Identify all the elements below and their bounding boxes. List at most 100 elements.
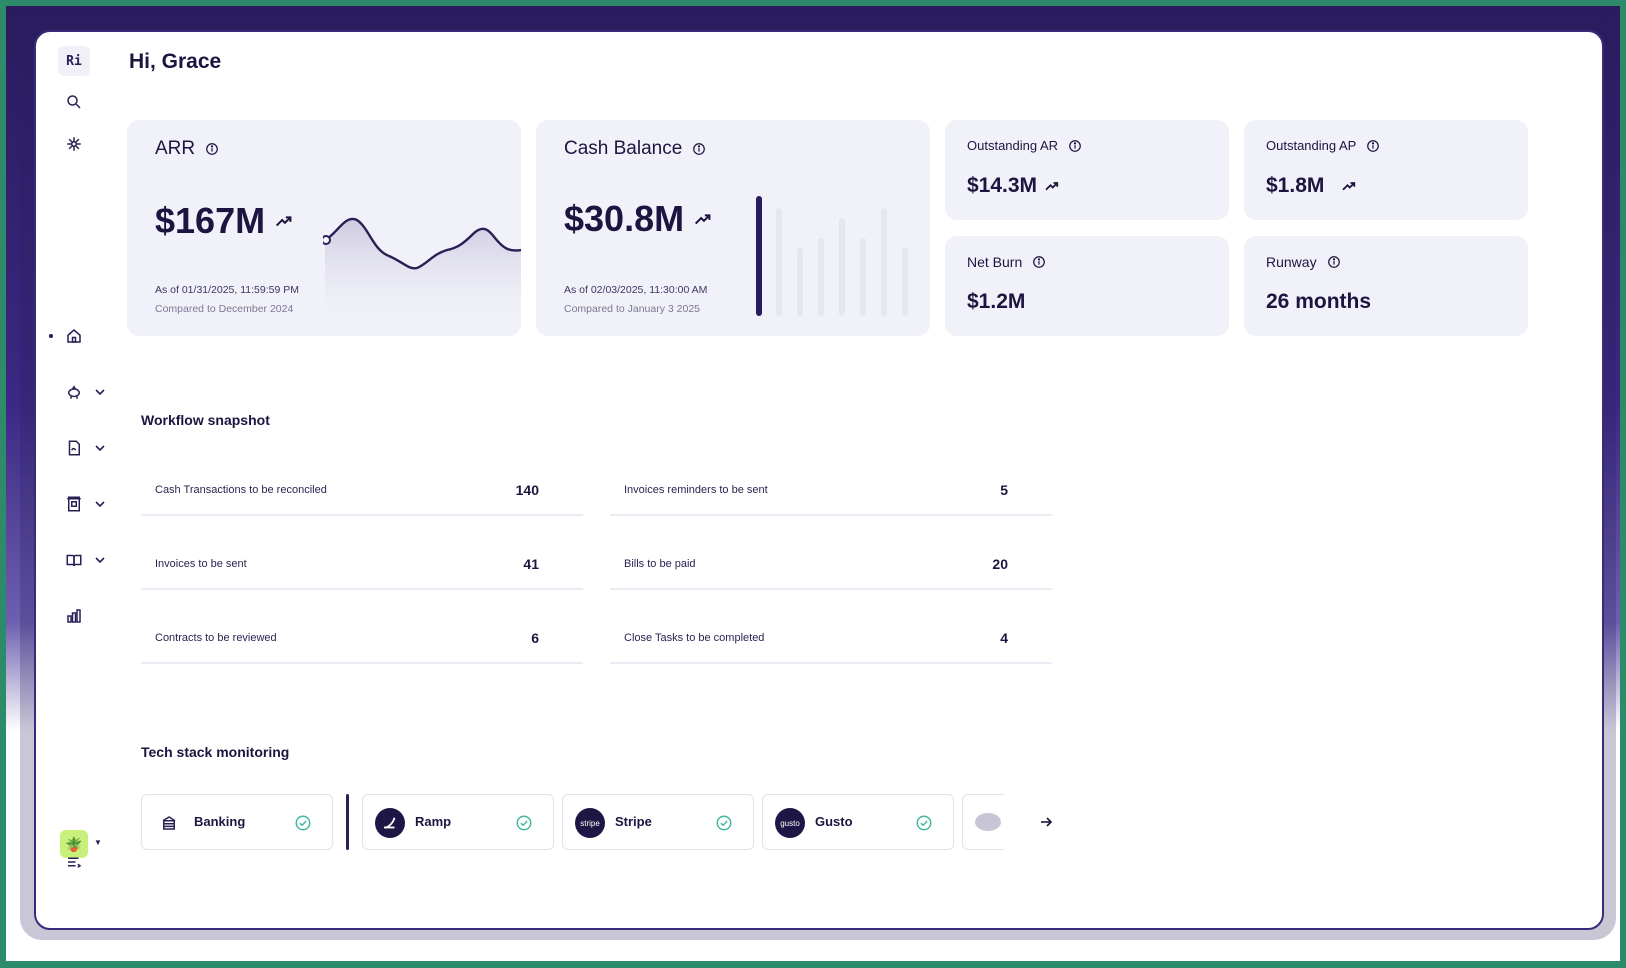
cash-title: Cash Balance (564, 138, 706, 160)
workflow-row-count: 20 (992, 556, 1008, 572)
workflow-row-count: 6 (531, 630, 539, 646)
info-icon[interactable] (1032, 255, 1046, 269)
trend-up-icon (276, 216, 292, 227)
cloud-logo-icon (975, 813, 1001, 831)
workflow-section-title: Workflow snapshot (141, 412, 270, 428)
tech-card-banking[interactable]: Banking (141, 794, 333, 850)
arr-title: ARR (155, 138, 219, 160)
book-icon[interactable] (56, 546, 92, 574)
workflow-row[interactable]: Invoices reminders to be sent 5 (610, 456, 1052, 516)
page-title: Hi, Grace (129, 50, 222, 73)
arr-title-text: ARR (155, 138, 196, 159)
workflow-row[interactable]: Close Tasks to be completed 4 (610, 604, 1052, 664)
active-indicator-dot (49, 334, 53, 338)
list-icon[interactable] (56, 848, 92, 876)
check-circle-icon (916, 815, 932, 831)
arr-sparkline (323, 217, 521, 336)
arr-compared: Compared to December 2024 (155, 303, 294, 315)
outstanding-ar-title-text: Outstanding AR (967, 138, 1059, 153)
document-icon[interactable] (56, 434, 92, 462)
chevron-down-icon[interactable] (94, 554, 106, 566)
runway-card[interactable]: Runway 26 months (1244, 236, 1528, 336)
info-icon[interactable] (1366, 139, 1380, 153)
check-circle-icon (716, 815, 732, 831)
workflow-row-count: 140 (515, 482, 539, 498)
workflow-row-label: Contracts to be reviewed (155, 632, 277, 644)
outstanding-ap-card[interactable]: Outstanding AP $1.8M (1244, 120, 1528, 220)
piggy-bank-icon[interactable] (56, 378, 92, 406)
runway-title-text: Runway (1266, 254, 1317, 270)
cash-value-text: $30.8M (564, 198, 685, 239)
app-logo[interactable]: Ri (58, 46, 90, 76)
cash-bar (902, 248, 908, 316)
workflow-row-label: Close Tasks to be completed (624, 632, 765, 644)
cash-bar (881, 208, 887, 316)
tech-card-label: Banking (194, 814, 246, 829)
cash-compared: Compared to January 3 2025 (564, 303, 701, 315)
workflow-row[interactable]: Contracts to be reviewed 6 (141, 604, 583, 664)
cash-bar (860, 238, 866, 316)
tech-divider (346, 794, 349, 850)
receipt-icon[interactable] (56, 490, 92, 518)
cash-as-of: As of 02/03/2025, 11:30:00 AM (564, 284, 708, 296)
tech-card-partial[interactable] (962, 794, 1004, 850)
info-icon[interactable] (1327, 255, 1341, 269)
chevron-down-icon[interactable] (94, 386, 106, 398)
trend-up-icon (695, 214, 711, 225)
gusto-logo: gusto (775, 808, 805, 838)
runway-title: Runway (1266, 254, 1341, 270)
info-icon[interactable] (1068, 139, 1082, 153)
chevron-down-icon[interactable] (94, 442, 106, 454)
trend-up-icon (1045, 182, 1059, 191)
sparkle-icon[interactable] (56, 130, 92, 158)
runway-value: 26 months (1266, 290, 1372, 313)
outstanding-ar-value: $14.3M (967, 174, 1061, 198)
tech-card-label: Gusto (815, 814, 853, 829)
tech-card-gusto[interactable]: gusto Gusto (762, 794, 954, 850)
tech-card-stripe[interactable]: stripe Stripe (562, 794, 754, 850)
outstanding-ar-value-text: $14.3M (967, 174, 1038, 197)
net-burn-card[interactable]: Net Burn $1.2M (945, 236, 1229, 336)
cash-balance-card[interactable]: Cash Balance $30.8M As of 02/03/2025, 11… (536, 120, 930, 336)
workspace-avatar[interactable]: 🪴 (60, 830, 88, 858)
info-icon[interactable] (205, 142, 219, 156)
home-icon[interactable] (56, 322, 92, 350)
cash-bar (776, 208, 782, 316)
app-window: Ri 🪴 ▼ (34, 30, 1604, 930)
arrow-right-icon[interactable] (1038, 814, 1054, 830)
arr-value-text: $167M (155, 200, 266, 241)
tech-card-label: Stripe (615, 814, 652, 829)
info-icon[interactable] (692, 142, 706, 156)
ramp-logo (375, 808, 405, 838)
tech-card-label: Ramp (415, 814, 452, 829)
cash-bar-current (756, 196, 762, 316)
workflow-row-label: Bills to be paid (624, 558, 696, 570)
tech-section-title: Tech stack monitoring (141, 744, 290, 760)
search-icon[interactable] (56, 88, 92, 116)
arr-card[interactable]: ARR $167M As of 01/31/2025, 11:59:59 PM … (127, 120, 521, 336)
bank-icon (154, 808, 184, 838)
net-burn-value: $1.2M (967, 290, 1026, 313)
workflow-row[interactable]: Invoices to be sent 41 (141, 530, 583, 590)
outstanding-ap-value: $1.8M (1266, 174, 1358, 198)
outstanding-ap-value-text: $1.8M (1266, 174, 1325, 197)
sidebar: Ri 🪴 ▼ (36, 32, 116, 928)
bar-chart-icon[interactable] (56, 602, 92, 630)
outstanding-ap-title-text: Outstanding AP (1266, 138, 1357, 153)
workflow-row-label: Invoices reminders to be sent (624, 484, 768, 496)
check-circle-icon (516, 815, 532, 831)
net-burn-title-text: Net Burn (967, 254, 1023, 270)
workflow-row[interactable]: Bills to be paid 20 (610, 530, 1052, 590)
tech-card-ramp[interactable]: Ramp (362, 794, 554, 850)
check-circle-icon (295, 815, 311, 831)
outstanding-ar-card[interactable]: Outstanding AR $14.3M (945, 120, 1229, 220)
arr-value: $167M (155, 200, 295, 242)
trend-up-icon (1342, 182, 1356, 191)
outstanding-ap-title: Outstanding AP (1266, 138, 1380, 153)
outstanding-ar-title: Outstanding AR (967, 138, 1082, 153)
workflow-row[interactable]: Cash Transactions to be reconciled 140 (141, 456, 583, 516)
caret-down-icon[interactable]: ▼ (94, 838, 102, 847)
cash-value: $30.8M (564, 198, 714, 240)
arr-as-of: As of 01/31/2025, 11:59:59 PM (155, 284, 299, 296)
chevron-down-icon[interactable] (94, 498, 106, 510)
